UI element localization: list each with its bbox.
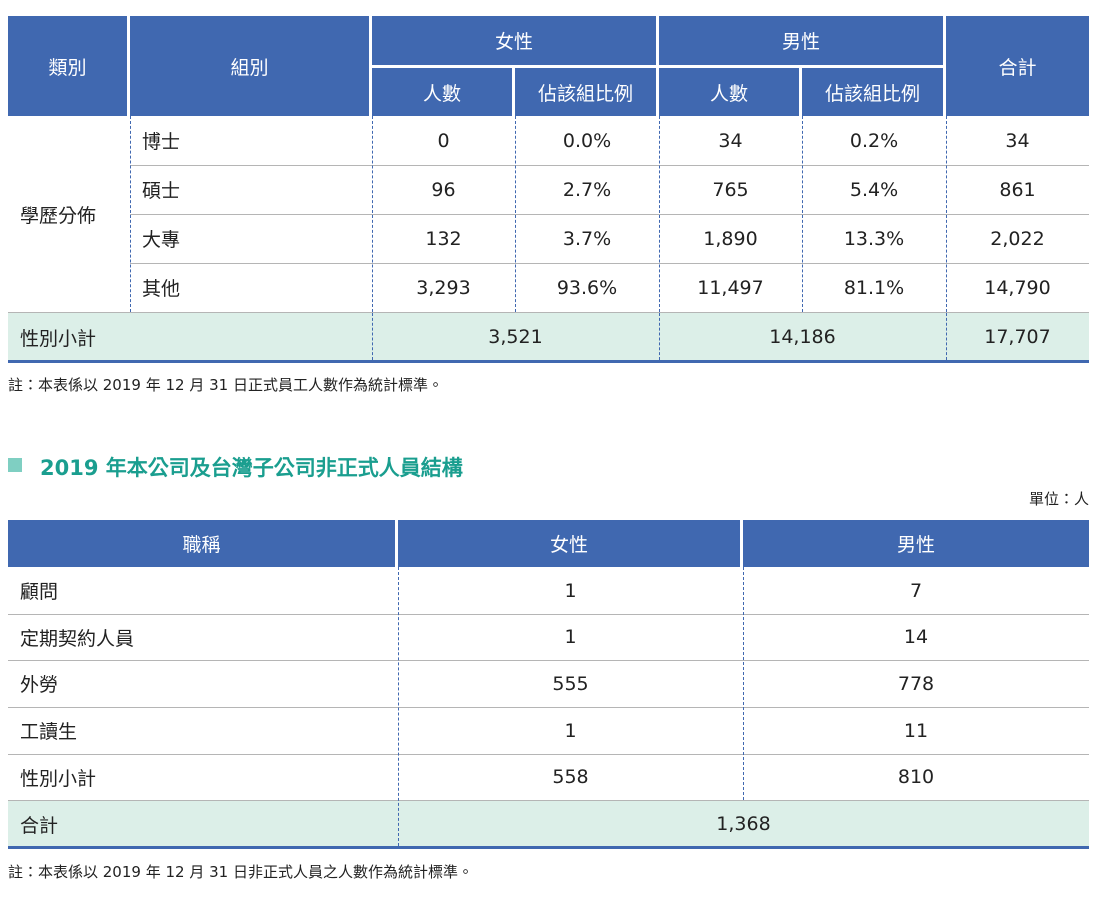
column-divider bbox=[515, 116, 516, 312]
row-line bbox=[130, 214, 1089, 215]
row-label: 定期契約人員 bbox=[20, 627, 135, 650]
table-cell: 93.6% bbox=[556, 276, 618, 299]
footnote: 註：本表係以 2019 年 12 月 31 日正式員工人數作為統計標準。 bbox=[8, 376, 443, 394]
column-divider bbox=[130, 116, 131, 312]
row-label: 博士 bbox=[142, 131, 181, 153]
header-cell: 女性 bbox=[398, 520, 740, 567]
unit-label: 單位：人 bbox=[1028, 490, 1089, 508]
header-cell: 女性 bbox=[372, 16, 656, 65]
title-marker bbox=[8, 458, 22, 472]
table-cell: 11,497 bbox=[697, 276, 764, 299]
table-cell: 13.3% bbox=[843, 227, 905, 250]
table-cell: 34 bbox=[718, 129, 743, 152]
row-line bbox=[8, 614, 1089, 615]
column-divider bbox=[743, 567, 744, 800]
column-divider bbox=[372, 313, 373, 360]
subtotal-label: 性別小計 bbox=[8, 313, 372, 361]
row-label: 工讀生 bbox=[20, 721, 78, 743]
table-cell: 1 bbox=[564, 579, 577, 602]
table-cell: 14 bbox=[903, 626, 929, 648]
table-cell: 555 bbox=[552, 672, 589, 695]
table-cell: 1 bbox=[564, 626, 577, 648]
table-cell: 2,022 bbox=[990, 227, 1045, 250]
table-cell: 765 bbox=[712, 178, 749, 201]
row-label: 大專 bbox=[142, 229, 181, 251]
header-cell: 職稱 bbox=[8, 520, 395, 567]
column-divider bbox=[659, 313, 660, 360]
column-divider bbox=[659, 116, 660, 312]
table-cell: 0 bbox=[437, 129, 450, 152]
table-cell: 7 bbox=[909, 579, 923, 602]
table-cell: 34 bbox=[1005, 129, 1030, 152]
header-cell: 男性 bbox=[659, 16, 943, 65]
subtotal-cell: 3,521 bbox=[372, 313, 659, 361]
row-line bbox=[8, 707, 1089, 708]
column-divider bbox=[946, 116, 947, 312]
row-line bbox=[8, 360, 1089, 363]
table-cell: 0.0% bbox=[562, 129, 612, 152]
column-divider bbox=[946, 313, 947, 360]
column-divider bbox=[802, 116, 803, 312]
row-line bbox=[8, 754, 1089, 755]
section-title: 2019 年本公司及台灣子公司非正式人員結構 bbox=[40, 456, 463, 480]
table-cell: 0.2% bbox=[849, 129, 899, 152]
header-cell: 合計 bbox=[946, 16, 1089, 116]
row-label: 顧問 bbox=[20, 581, 59, 603]
row-line bbox=[130, 263, 1089, 264]
row-line bbox=[8, 312, 1089, 313]
row-line bbox=[8, 660, 1089, 661]
table-cell: 778 bbox=[897, 672, 935, 695]
header-cell: 類別 bbox=[8, 16, 127, 116]
table-cell: 5.4% bbox=[849, 178, 899, 201]
table-cell: 96 bbox=[431, 178, 456, 201]
row-group-label: 學歷分佈 bbox=[20, 204, 97, 227]
table-cell: 1,890 bbox=[703, 227, 758, 250]
table-cell: 3.7% bbox=[562, 227, 612, 250]
table-cell: 861 bbox=[999, 178, 1036, 201]
header-cell: 組別 bbox=[130, 16, 369, 116]
header-cell: 佔該組比例 bbox=[515, 68, 656, 116]
table-cell: 1 bbox=[564, 719, 577, 742]
table-cell: 14,790 bbox=[984, 276, 1051, 299]
table-cell: 810 bbox=[897, 766, 935, 788]
subtotal-cell: 14,186 bbox=[659, 313, 946, 361]
row-label: 性別小計 bbox=[20, 767, 97, 790]
subtotal-cell: 17,707 bbox=[946, 313, 1089, 361]
row-line bbox=[8, 846, 1089, 849]
header-cell: 人數 bbox=[372, 68, 512, 116]
table-cell: 558 bbox=[552, 766, 589, 788]
table-cell: 81.1% bbox=[843, 276, 905, 299]
column-divider bbox=[398, 567, 399, 846]
table-cell: 2.7% bbox=[562, 178, 612, 201]
row-line bbox=[130, 165, 1089, 166]
table-cell: 3,293 bbox=[416, 276, 471, 299]
header-cell: 佔該組比例 bbox=[802, 68, 943, 116]
header-cell: 人數 bbox=[659, 68, 799, 116]
table-cell: 132 bbox=[425, 227, 462, 250]
total-label: 合計 bbox=[8, 801, 398, 847]
footnote: 註：本表係以 2019 年 12 月 31 日非正式人員之人數作為統計標準。 bbox=[8, 863, 473, 881]
header-cell: 男性 bbox=[743, 520, 1089, 567]
total-cell: 1,368 bbox=[398, 801, 1089, 847]
table-cell: 11 bbox=[903, 719, 929, 742]
row-label: 其他 bbox=[142, 278, 181, 300]
column-divider bbox=[372, 116, 373, 312]
row-label: 外勞 bbox=[20, 674, 59, 696]
row-label: 碩士 bbox=[142, 180, 181, 202]
row-line bbox=[8, 800, 1089, 801]
